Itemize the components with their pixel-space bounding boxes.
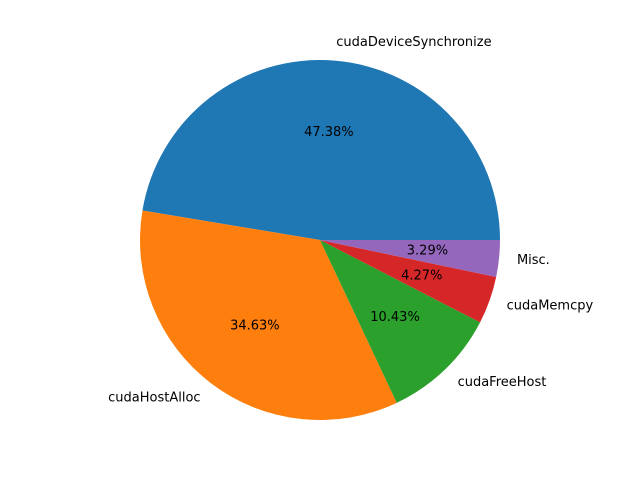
pie-slices [140, 59, 500, 420]
pie-slice-cudadevicesynchronize [142, 59, 500, 241]
pct-label-cudadevicesynchronize: 47.38% [304, 125, 354, 140]
pie-labels: 47.38% cudaDeviceSynchronize 34.63% cudaHos… [108, 35, 593, 405]
pie-slice-misc [320, 240, 500, 277]
pie-slice-cudafreehost [320, 240, 481, 403]
pct-label-misc: 3.29% [407, 244, 448, 259]
pie-slice-cudamemcpy [320, 240, 497, 323]
pct-label-cudafreehost: 10.43% [370, 310, 420, 325]
slice-label-misc: Misc. [517, 253, 550, 268]
pct-label-cudamemcpy: 4.27% [401, 269, 442, 284]
slice-label-cudahostalloc: cudaHostAlloc [108, 390, 200, 405]
slice-label-cudamemcpy: cudaMemcpy [507, 299, 594, 314]
pie-slice-cudahostalloc [140, 210, 397, 420]
slice-label-cudafreehost: cudaFreeHost [458, 375, 547, 390]
slice-label-cudadevicesynchronize: cudaDeviceSynchronize [336, 35, 491, 50]
pct-label-cudahostalloc: 34.63% [230, 319, 280, 334]
